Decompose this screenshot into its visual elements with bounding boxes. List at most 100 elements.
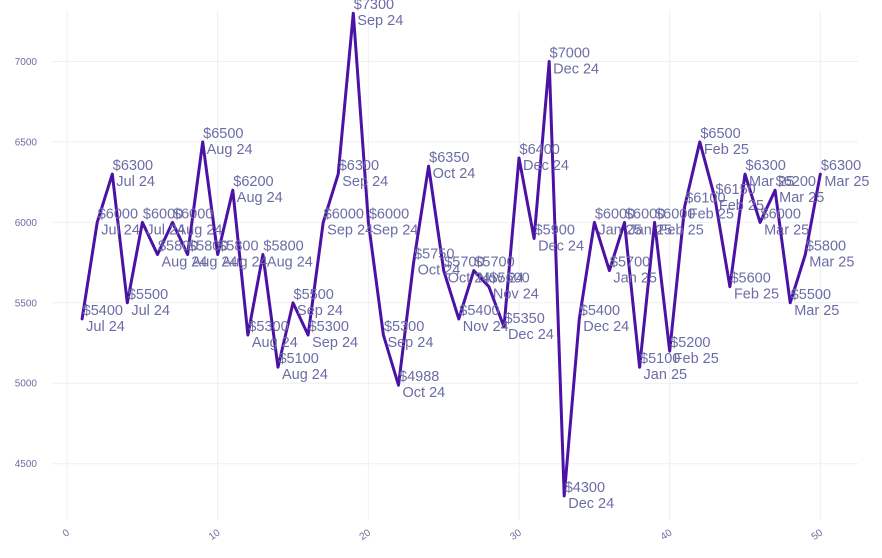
data-label-value: $5700 <box>444 255 484 271</box>
data-label-value: $6000 <box>143 206 183 222</box>
data-label-date: Oct 24 <box>403 385 446 401</box>
data-label-date: Sep 24 <box>297 303 343 319</box>
data-label-date: Aug 24 <box>252 335 298 351</box>
y-tick-label: 7000 <box>15 57 38 68</box>
data-label-date: Dec 24 <box>538 238 584 254</box>
data-label-value: $6500 <box>203 126 243 142</box>
data-label-date: Jul 24 <box>131 303 170 319</box>
data-label-date: Mar 25 <box>809 255 854 271</box>
y-axis: 4500 5000 5500 6000 6500 7000 <box>15 57 38 470</box>
data-label-value: $5800 <box>806 239 846 255</box>
data-label-date: Aug 24 <box>161 255 207 271</box>
data-label-value: $5400 <box>580 303 620 319</box>
data-label-value: $6300 <box>821 158 861 174</box>
data-label-value: $6000 <box>761 206 801 222</box>
data-label-date: Aug 24 <box>267 255 313 271</box>
data-label-date: Jul 24 <box>86 319 125 335</box>
data-label-value: $6200 <box>776 174 816 190</box>
data-label-value: $5300 <box>248 319 288 335</box>
data-label-value: $5800 <box>263 239 303 255</box>
data-label-date: Aug 24 <box>282 367 328 383</box>
data-label-date: Nov 24 <box>463 319 509 335</box>
data-label-value: $5400 <box>83 303 123 319</box>
data-label-value: $5600 <box>489 271 529 287</box>
x-tick-label: 50 <box>810 527 826 543</box>
data-label-value: $7300 <box>354 0 394 13</box>
data-label-value: $6300 <box>746 158 786 174</box>
data-label-date: Jul 24 <box>101 222 140 238</box>
data-label-date: Sep 24 <box>342 174 388 190</box>
data-label-value: $6000 <box>595 206 635 222</box>
data-label-value: $6000 <box>324 206 364 222</box>
data-label-date: Sep 24 <box>387 335 433 351</box>
series <box>80 11 822 498</box>
data-label-value: $5100 <box>640 351 680 367</box>
data-label-date: Nov 24 <box>493 287 539 303</box>
data-label-date: Jan 25 <box>628 222 672 238</box>
data-label-value: $5750 <box>414 247 454 263</box>
data-label-value: $6300 <box>339 158 379 174</box>
data-label-value: $5350 <box>504 311 544 327</box>
data-label-value: $6000 <box>655 206 695 222</box>
data-label-value: $5800 <box>158 239 198 255</box>
data-label-value: $6150 <box>715 182 755 198</box>
data-label-date: Feb 25 <box>704 142 749 158</box>
data-label-date: Oct 24 <box>448 271 491 287</box>
data-label-date: Feb 25 <box>719 198 764 214</box>
y-tick-label: 4500 <box>15 459 38 470</box>
data-label-value: $5800 <box>188 239 228 255</box>
data-label-date: Jan 25 <box>644 367 688 383</box>
data-label-value: $6350 <box>429 150 469 166</box>
data-label-date: Jan 25 <box>613 271 657 287</box>
data-label-date: Mar 25 <box>749 174 794 190</box>
data-label-date: Dec 24 <box>523 158 569 174</box>
data-label-date: Feb 25 <box>674 351 719 367</box>
data-label-date: Jan 25 <box>598 222 642 238</box>
data-label-value: $6000 <box>369 206 409 222</box>
data-label-value: $4300 <box>565 480 605 496</box>
y-tick-label: 5500 <box>15 298 38 309</box>
data-label-value: $5700 <box>474 255 514 271</box>
data-label-value: $5500 <box>294 287 334 303</box>
data-label-value: $5400 <box>459 303 499 319</box>
data-label-date: Oct 24 <box>418 263 461 279</box>
data-label-value: $7000 <box>550 45 590 61</box>
y-tick-label: 6000 <box>15 218 38 229</box>
data-label-value: $5900 <box>535 222 575 238</box>
data-label-date: Feb 25 <box>689 206 734 222</box>
x-tick-label: 30 <box>508 527 524 543</box>
grid <box>52 10 858 520</box>
data-label-value: $5300 <box>384 319 424 335</box>
data-label-value: $6000 <box>625 206 665 222</box>
data-label-date: Dec 24 <box>508 327 554 343</box>
data-label-value: $6300 <box>113 158 153 174</box>
data-label-date: Jul 24 <box>146 222 185 238</box>
data-label-value: $5800 <box>218 239 258 255</box>
data-label-date: Mar 25 <box>794 303 839 319</box>
data-label-value: $5500 <box>128 287 168 303</box>
data-label-date: Oct 24 <box>433 166 476 182</box>
x-tick-label: 40 <box>659 527 675 543</box>
data-label-date: Aug 24 <box>222 255 268 271</box>
data-label-date: Sep 24 <box>372 222 418 238</box>
data-label-value: $6200 <box>233 174 273 190</box>
x-tick-label: 0 <box>61 527 72 539</box>
series-line <box>80 11 822 498</box>
data-label-date: Dec 24 <box>553 61 599 77</box>
data-label-date: Feb 25 <box>734 287 779 303</box>
data-label-date: Mar 25 <box>764 222 809 238</box>
data-label-date: Nov 24 <box>478 271 524 287</box>
data-label-date: Sep 24 <box>312 335 358 351</box>
y-tick-label: 6500 <box>15 137 38 148</box>
data-label-value: $5500 <box>791 287 831 303</box>
data-label-value: $6500 <box>700 126 740 142</box>
x-axis: 0 10 20 30 40 50 <box>61 527 825 543</box>
data-label-date: Aug 24 <box>177 222 223 238</box>
data-label-date: Sep 24 <box>327 222 373 238</box>
data-label-date: Sep 24 <box>357 13 403 29</box>
x-tick-label: 10 <box>207 527 223 543</box>
data-label-date: Dec 24 <box>583 319 629 335</box>
data-label-date: Mar 25 <box>824 174 869 190</box>
y-tick-label: 5000 <box>15 379 38 390</box>
